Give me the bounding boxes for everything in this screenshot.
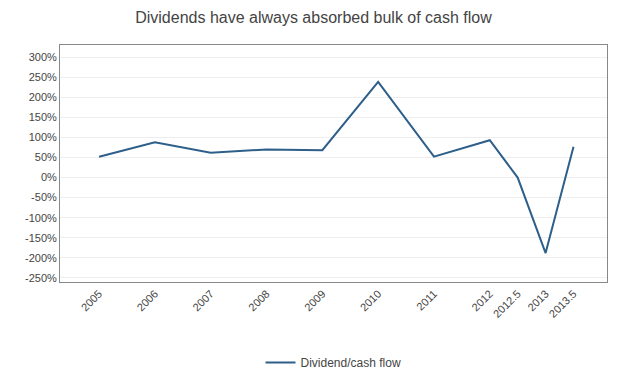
svg-text:2009: 2009 [302, 288, 328, 314]
svg-text:200%: 200% [29, 91, 57, 103]
svg-text:250%: 250% [29, 71, 57, 83]
svg-text:50%: 50% [35, 151, 57, 163]
svg-text:-100%: -100% [25, 212, 57, 224]
svg-text:2005: 2005 [79, 288, 105, 314]
svg-text:2011: 2011 [414, 288, 439, 313]
svg-text:-200%: -200% [25, 252, 57, 264]
svg-text:2013.5: 2013.5 [547, 288, 579, 320]
svg-text:-50%: -50% [31, 191, 57, 203]
svg-text:-150%: -150% [25, 232, 57, 244]
svg-text:Dividend/cash flow: Dividend/cash flow [301, 356, 401, 370]
svg-text:Dividends have always absorbed: Dividends have always absorbed bulk of c… [135, 9, 492, 26]
svg-text:2006: 2006 [134, 288, 160, 314]
svg-text:2007: 2007 [190, 288, 216, 314]
svg-text:150%: 150% [29, 111, 57, 123]
svg-text:100%: 100% [29, 131, 57, 143]
svg-text:2010: 2010 [358, 288, 384, 314]
svg-text:0%: 0% [41, 171, 57, 183]
svg-text:2013: 2013 [525, 288, 551, 314]
svg-text:2012: 2012 [469, 288, 495, 314]
svg-text:2012.5: 2012.5 [491, 288, 523, 320]
svg-text:300%: 300% [29, 51, 57, 63]
svg-text:-250%: -250% [25, 272, 57, 284]
svg-text:2008: 2008 [246, 288, 272, 314]
